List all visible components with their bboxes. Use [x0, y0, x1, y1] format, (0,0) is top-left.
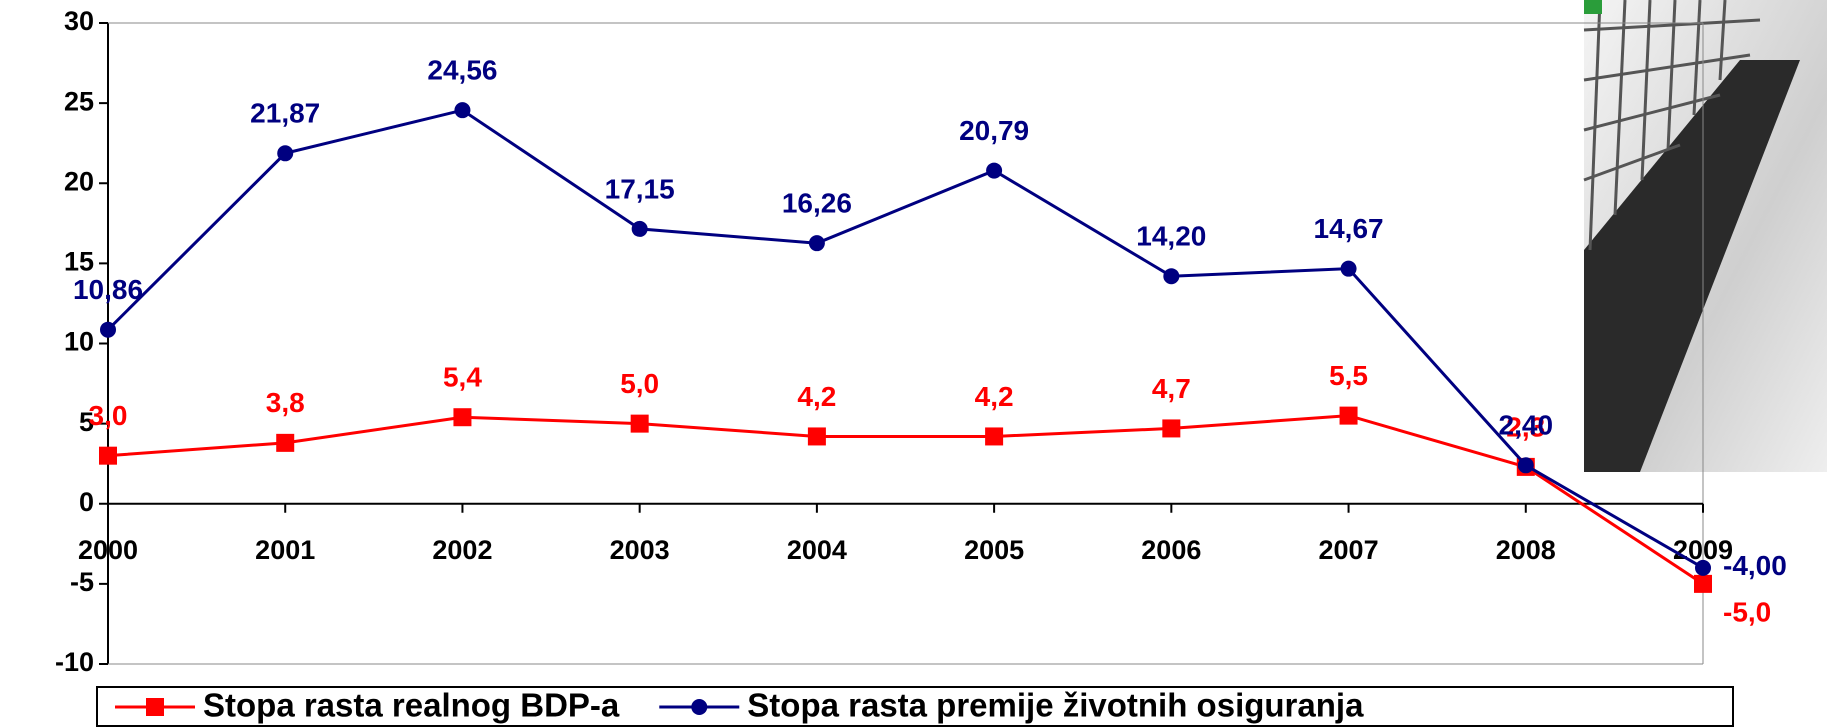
x-tick-label: 2006	[1141, 535, 1201, 565]
value-label: 20,79	[959, 115, 1029, 146]
legend-marker	[146, 698, 164, 716]
chart: -10-505101520253020002001200220032004200…	[0, 0, 1827, 727]
point	[1163, 268, 1179, 284]
y-tick-label: 30	[64, 6, 94, 36]
value-label: 14,20	[1136, 221, 1206, 252]
point	[986, 163, 1002, 179]
x-tick-label: 2003	[610, 535, 670, 565]
point	[454, 102, 470, 118]
value-label: 4,2	[975, 381, 1014, 412]
point	[985, 427, 1003, 445]
value-label: 3,8	[266, 387, 305, 418]
x-tick-label: 2007	[1319, 535, 1379, 565]
value-label: 21,87	[250, 98, 320, 129]
legend-label: Stopa rasta realnog BDP-a	[203, 687, 620, 724]
point	[1341, 261, 1357, 277]
value-label: 14,67	[1314, 213, 1384, 244]
legend-label: Stopa rasta premije životnih osiguranja	[747, 687, 1364, 724]
point	[1518, 457, 1534, 473]
point	[100, 322, 116, 338]
value-label: 16,26	[782, 188, 852, 219]
y-tick-label: -5	[70, 567, 94, 597]
point	[1162, 419, 1180, 437]
y-tick-label: 15	[64, 247, 94, 277]
value-label: 2,40	[1499, 410, 1554, 441]
point	[453, 408, 471, 426]
y-tick-label: 20	[64, 166, 94, 196]
x-tick-label: 2005	[964, 535, 1024, 565]
y-tick-label: -10	[55, 647, 94, 677]
value-label: -5,0	[1723, 596, 1771, 627]
x-tick-label: 2000	[78, 535, 138, 565]
point	[1695, 560, 1711, 576]
point	[1340, 407, 1358, 425]
value-label: 10,86	[73, 274, 143, 305]
y-tick-label: 0	[79, 487, 94, 517]
point	[99, 447, 117, 465]
series-line	[108, 110, 1703, 568]
value-label: 3,0	[89, 400, 128, 431]
x-tick-label: 2002	[432, 535, 492, 565]
point	[276, 434, 294, 452]
value-label: 5,4	[443, 362, 482, 393]
legend-marker	[691, 699, 707, 715]
point	[277, 145, 293, 161]
x-tick-label: 2004	[787, 535, 847, 565]
value-label: 5,5	[1329, 360, 1368, 391]
point	[632, 221, 648, 237]
x-tick-label: 2008	[1496, 535, 1556, 565]
value-label: 4,2	[797, 381, 836, 412]
point	[631, 415, 649, 433]
value-label: 5,0	[620, 368, 659, 399]
point	[809, 235, 825, 251]
decor-photo	[1584, 0, 1827, 472]
y-tick-label: 25	[64, 86, 94, 116]
value-label: 4,7	[1152, 373, 1191, 404]
value-label: 24,56	[427, 55, 497, 86]
series-line	[108, 416, 1703, 584]
point	[1694, 575, 1712, 593]
value-label: -4,00	[1723, 550, 1787, 581]
y-tick-label: 10	[64, 327, 94, 357]
x-tick-label: 2001	[255, 535, 315, 565]
point	[808, 427, 826, 445]
value-label: 17,15	[605, 173, 675, 204]
